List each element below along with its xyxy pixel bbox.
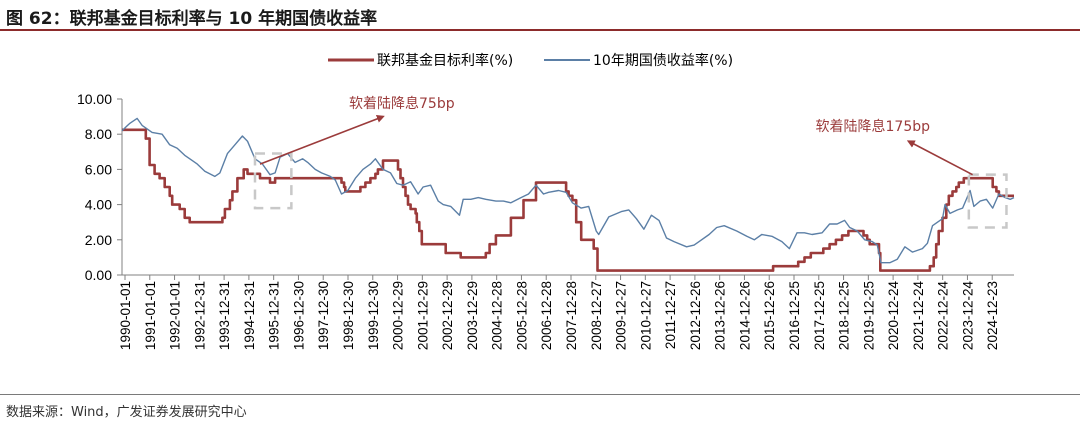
x-tick-label: 2002-12-29	[440, 281, 455, 350]
x-tick-label: 2017-12-25	[812, 281, 827, 350]
x-tick-label: 2011-12-27	[663, 281, 678, 349]
x-tick-label: 2010-12-27	[638, 281, 653, 350]
x-tick-label: 1991-01-01	[143, 281, 158, 350]
annotation-text: 软着陆降息75bp	[349, 95, 455, 112]
x-tick-label: 2008-12-27	[589, 281, 604, 350]
x-tick-label: 2013-12-26	[713, 281, 728, 350]
x-tick-label: 1995-12-31	[267, 281, 282, 350]
annotation-box	[253, 152, 293, 210]
x-tick-label: 2009-12-27	[614, 281, 629, 350]
x-tick-label: 1997-12-30	[316, 281, 331, 350]
x-tick-label: 1992-01-01	[168, 281, 183, 350]
x-tick-label: 2014-12-26	[737, 281, 752, 350]
x-tick-label: 1999-12-30	[366, 281, 381, 350]
x-tick-label: 2000-12-29	[391, 281, 406, 350]
series-line-fed-funds	[122, 128, 1014, 272]
legend-label: 联邦基金目标利率(%)	[377, 52, 513, 69]
x-tick-label: 2001-12-29	[415, 281, 430, 350]
figure-title: 图 62：联邦基金目标利率与 10 年期国债收益率	[6, 9, 378, 29]
x-tick-label: 2018-12-25	[837, 281, 852, 350]
y-tick-label: 8.00	[85, 126, 112, 142]
legend: 联邦基金目标利率(%) 10年期国债收益率(%)	[328, 52, 733, 69]
x-tick-label: 2020-12-24	[886, 281, 901, 351]
source-note: 数据来源：Wind，广发证券发展研究中心	[6, 405, 247, 420]
x-tick-label: 2019-12-25	[861, 281, 876, 350]
annotation-text: 软着陆降息175bp	[816, 118, 931, 135]
source-rule	[0, 394, 1080, 395]
chart: 0.00 2.00 4.00 6.00 8.00 10.00 1990-01-01 1991-…	[77, 52, 1015, 351]
y-tick-label: 10.00	[77, 91, 112, 107]
x-tick-label: 1990-01-01	[118, 281, 133, 350]
y-tick-label: 4.00	[85, 197, 112, 213]
figure-header: 图 62：联邦基金目标利率与 10 年期国债收益率	[0, 0, 1080, 31]
y-tick-label: 6.00	[85, 161, 112, 177]
legend-label: 10年期国债收益率(%)	[593, 52, 733, 69]
x-tick-label: 2006-12-28	[539, 281, 554, 350]
x-tick-label: 2007-12-28	[564, 281, 579, 350]
x-tick-label: 2016-12-25	[787, 281, 802, 350]
y-tick-label: 0.00	[85, 267, 112, 283]
y-tick-label: 2.00	[85, 232, 112, 248]
annotation-box	[967, 173, 1008, 229]
plot-area: 0.00 2.00 4.00 6.00 8.00 10.00 1990-01-01 1991-…	[77, 91, 1015, 351]
x-tick-label: 2004-12-28	[490, 281, 505, 350]
x-tick-label: 2005-12-28	[514, 281, 529, 350]
title-rule	[0, 29, 1080, 31]
x-tick-label: 1993-12-31	[217, 281, 232, 350]
x-tick-label: 1998-12-30	[341, 281, 356, 350]
x-tick-label: 1992-12-31	[192, 281, 207, 350]
x-tick-label: 2024-12-23	[985, 281, 1000, 350]
x-tick-label: 2015-12-26	[762, 281, 777, 350]
x-tick-label: 1994-12-31	[242, 281, 257, 350]
x-tick-label: 1996-12-30	[291, 281, 306, 350]
x-tick-label: 2021-12-24	[911, 281, 926, 351]
x-tick-label: 2023-12-24	[960, 281, 975, 351]
x-tick-label: 2003-12-29	[465, 281, 480, 350]
x-tick-label: 2012-12-26	[688, 281, 703, 350]
series-line-10y-yield	[121, 117, 1015, 264]
x-tick-label: 2022-12-24	[936, 281, 951, 351]
annotation-arrow	[906, 140, 973, 176]
annotation-arrow	[259, 115, 385, 165]
